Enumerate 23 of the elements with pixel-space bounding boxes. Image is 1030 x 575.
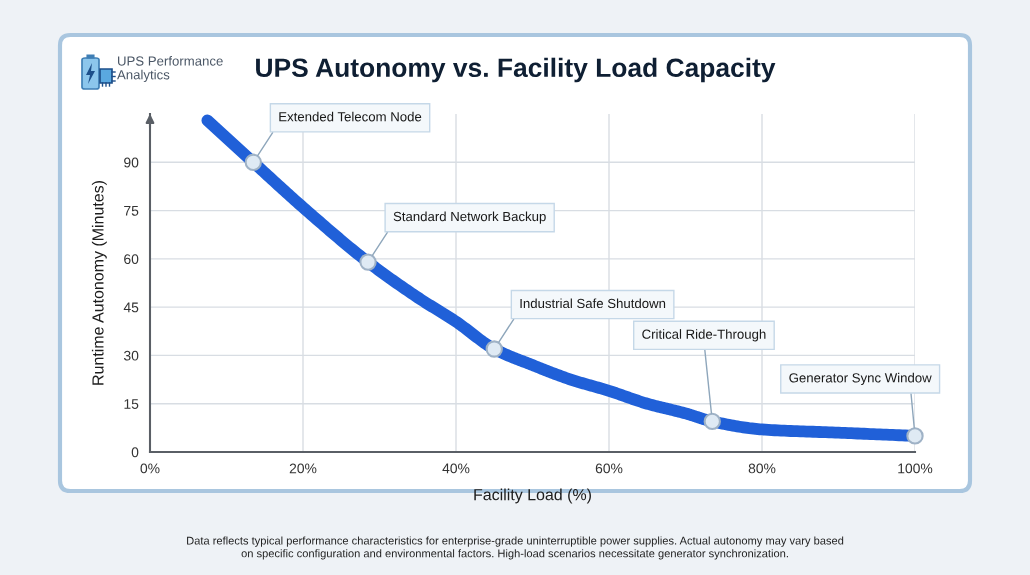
annotation: Extended Telecom Node <box>279 111 422 122</box>
text: Data reflects typical performance characteristics for enterprise-grade uninterruptible power supplies. Actual autonomy may vary based on specific configuration and environmental factors. High-load scenarios necessitate generator synchronization. <box>187 536 844 560</box>
y-tick-label: 45 <box>123 302 139 313</box>
annotation: Generator Sync Window <box>789 372 932 386</box>
chart-title: UPS Autonomy vs. Facility Load Capacity <box>256 57 776 83</box>
x-tick-label: 100% <box>898 463 933 474</box>
y-axis-title: Runtime Autonomy (Minutes) <box>91 181 107 385</box>
y-tick-label: 75 <box>124 206 139 216</box>
x-tick-label: 0% <box>140 463 160 474</box>
x-tick-label: 80% <box>748 463 776 474</box>
x-axis-title: Facility Load (%) <box>474 488 591 504</box>
x-tick-label: 20% <box>289 463 317 474</box>
annotation: Standard Network Backup <box>393 211 546 224</box>
y-tick-label: 30 <box>123 350 139 361</box>
y-tick-label: 90 <box>124 157 139 168</box>
chart-subtitle: UPS Performance Analytics <box>117 56 223 83</box>
x-tick-label: 40% <box>442 463 470 474</box>
y-tick-label: 15 <box>124 399 139 409</box>
y-tick-label: 60 <box>124 254 139 265</box>
x-tick-label: 60% <box>595 463 623 474</box>
annotation: Industrial Safe Shutdown <box>520 298 666 309</box>
y-tick-label: 0 <box>131 447 139 458</box>
annotation: Critical Ride-Through <box>642 329 766 342</box>
